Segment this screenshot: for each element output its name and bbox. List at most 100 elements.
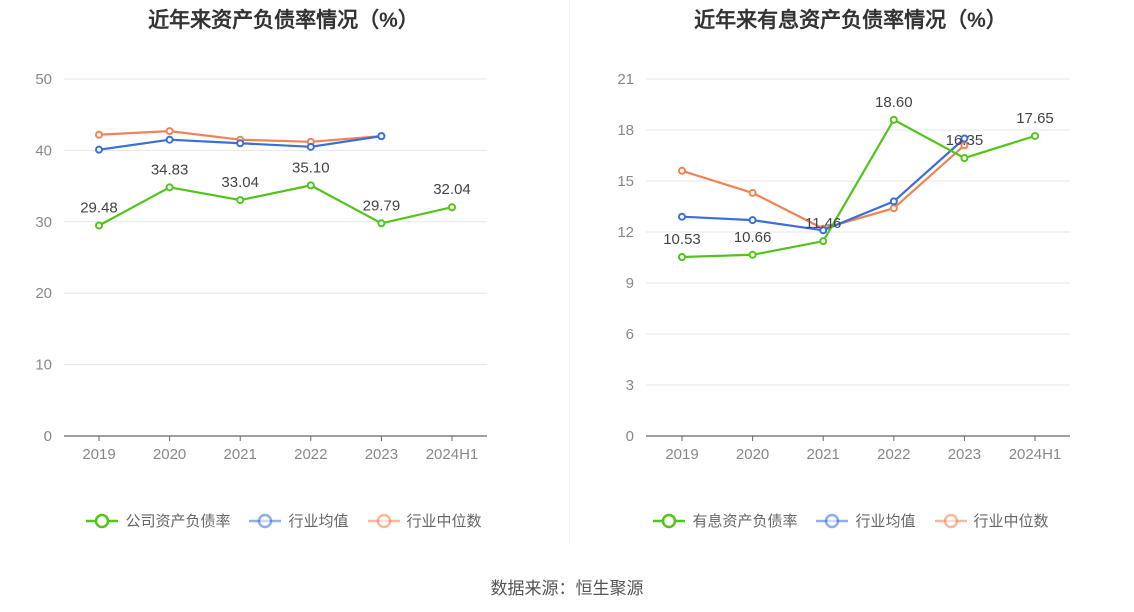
chart-title: 近年来资产负债率情况（%） — [148, 9, 419, 32]
data-point — [748, 188, 757, 197]
legend-item[interactable]: 公司资产负债率 — [85, 510, 230, 531]
y-tick-label: 50 — [35, 71, 52, 88]
legend-label: 行业中位数 — [973, 513, 1049, 530]
legend-circle — [376, 513, 391, 528]
data-label: 33.04 — [221, 174, 259, 191]
legend-label: 行业均值 — [855, 513, 916, 530]
panel-divider — [569, 0, 570, 545]
x-tick-label: 2020 — [153, 446, 186, 463]
legend-label: 行业中位数 — [406, 513, 482, 530]
legend-item[interactable]: 行业均值 — [815, 510, 916, 531]
data-point — [1031, 131, 1039, 140]
legend-circle — [95, 513, 110, 528]
data-label: 29.79 — [363, 197, 401, 214]
y-tick-label: 9 — [626, 275, 634, 292]
legend-marker-icon — [653, 513, 686, 528]
left-chart-legend: 公司资产负债率 行业均值 行业中位数 — [0, 510, 567, 531]
legend-marker-icon — [367, 513, 400, 528]
data-point — [889, 197, 898, 206]
legend-marker-icon — [249, 513, 282, 528]
legend-circle — [258, 513, 273, 528]
data-point — [678, 252, 686, 261]
y-tick-label: 12 — [617, 224, 634, 241]
data-label: 10.66 — [734, 229, 772, 246]
x-tick-label: 2023 — [948, 446, 981, 463]
right-chart-panel: 近年来有息资产负债率情况（%） 0 3 6 9 12 15 18 21 2019 2020 2021… — [567, 0, 1134, 560]
data-source-label: 数据来源：恒生聚源 — [490, 579, 644, 598]
legend-circle — [825, 513, 840, 528]
legend-circle — [662, 513, 677, 528]
data-label: 32.04 — [433, 181, 471, 198]
legend-marker-icon — [934, 513, 967, 528]
data-point — [678, 166, 686, 175]
legend-marker-icon — [86, 513, 119, 528]
data-point — [236, 196, 245, 205]
data-label: 35.10 — [292, 159, 330, 176]
x-tick-label: 2020 — [736, 446, 769, 463]
data-point — [165, 127, 174, 136]
data-label: 11.46 — [805, 215, 841, 232]
data-point — [889, 204, 898, 213]
data-point — [306, 142, 315, 151]
x-tick-label: 2019 — [665, 446, 698, 463]
data-point — [960, 134, 969, 143]
data-label: 18.60 — [875, 94, 913, 111]
data-point — [306, 181, 315, 190]
data-label: 16.35 — [946, 132, 984, 149]
y-tick-label: 20 — [35, 285, 52, 302]
x-tick-label: 2022 — [294, 446, 327, 463]
x-tick-label: 2019 — [82, 446, 115, 463]
data-point — [819, 237, 828, 246]
x-tick-label: 2024H1 — [1009, 446, 1062, 463]
x-tick-label: 2021 — [224, 446, 257, 463]
right-chart-legend: 有息资产负债率 行业均值 行业中位数 — [567, 510, 1134, 531]
x-tick-label: 2023 — [365, 446, 398, 463]
y-tick-label: 0 — [626, 428, 634, 445]
right-line-chart: 0 3 6 9 12 15 18 21 2019 2020 2021 2022 2023 2024H1 10… — [617, 71, 1070, 463]
data-point — [165, 183, 174, 192]
data-point — [678, 212, 686, 221]
y-tick-label: 6 — [626, 326, 634, 343]
legend-item[interactable]: 行业均值 — [248, 510, 349, 531]
data-label: 29.48 — [80, 200, 118, 217]
y-tick-label: 21 — [617, 71, 634, 88]
data-point — [889, 115, 898, 124]
legend-item[interactable]: 行业中位数 — [367, 510, 482, 531]
legend-label: 有息资产负债率 — [692, 513, 798, 530]
data-label: 10.53 — [663, 231, 701, 248]
data-point — [960, 154, 969, 163]
data-point — [165, 135, 174, 144]
data-point — [236, 139, 245, 148]
data-point — [748, 250, 757, 259]
y-tick-label: 10 — [35, 357, 52, 374]
data-point — [95, 130, 103, 139]
y-tick-label: 0 — [44, 428, 52, 445]
data-label: 34.83 — [151, 161, 189, 178]
left-chart-panel: 近年来资产负债率情况（%） 0 10 20 30 40 50 2019 2020 2021 202… — [0, 0, 567, 560]
data-point — [748, 216, 757, 225]
data-point — [377, 132, 386, 141]
legend-item[interactable]: 有息资产负债率 — [652, 510, 797, 531]
data-point — [95, 221, 103, 230]
y-tick-label: 3 — [626, 377, 634, 394]
x-tick-label: 2022 — [877, 446, 910, 463]
x-tick-label: 2021 — [807, 446, 840, 463]
left-line-chart: 0 10 20 30 40 50 2019 2020 2021 2022 2023 2024H1 29.… — [35, 71, 487, 463]
data-point — [95, 145, 103, 154]
legend-item[interactable]: 行业中位数 — [934, 510, 1049, 531]
legend-circle — [943, 513, 958, 528]
x-tick-label: 2024H1 — [426, 446, 479, 463]
legend-label: 行业均值 — [288, 513, 349, 530]
series-line-company — [98, 184, 453, 227]
y-tick-label: 15 — [617, 173, 634, 190]
data-point — [377, 219, 386, 228]
y-tick-label: 30 — [35, 214, 52, 231]
chart-title: 近年来有息资产负债率情况（%） — [694, 9, 1007, 32]
y-tick-label: 18 — [617, 122, 634, 139]
data-point — [819, 226, 828, 235]
data-label: 17.65 — [1016, 110, 1054, 127]
legend-marker-icon — [816, 513, 849, 528]
series-line-company — [681, 118, 1036, 259]
legend-label: 公司资产负债率 — [125, 513, 231, 530]
y-tick-label: 40 — [35, 142, 52, 159]
